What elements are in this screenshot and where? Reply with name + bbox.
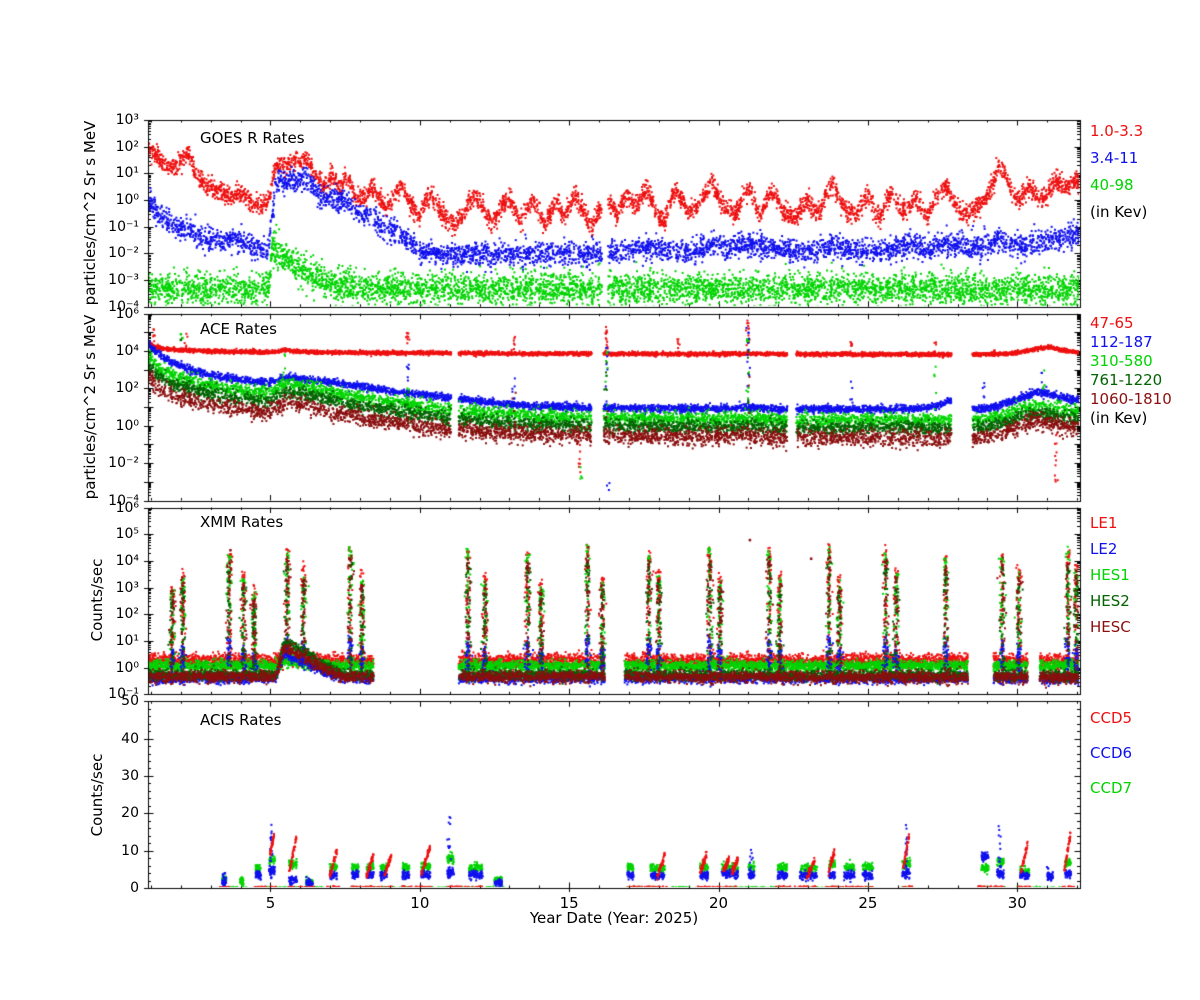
- legend-item-xmm-HESC: HESC: [1090, 618, 1131, 636]
- y-tick-label-goes: 10⁻³: [108, 272, 139, 289]
- legend-item-xmm-HES1: HES1: [1090, 566, 1130, 584]
- legend-item-xmm-HES2: HES2: [1090, 592, 1130, 610]
- y-tick-label-xmm: 10⁰: [115, 659, 139, 676]
- legend-item-ace-112-187: 112-187: [1090, 333, 1153, 351]
- x-tick-label: 20: [709, 894, 729, 912]
- panel-title-goes: GOES R Rates: [200, 129, 305, 147]
- y-tick-label-xmm: 10⁵: [115, 526, 139, 543]
- y-tick-label-goes: 10¹: [115, 165, 139, 182]
- x-tick-label: 25: [858, 894, 878, 912]
- x-tick-label: 15: [559, 894, 579, 912]
- y-tick-label-xmm: 10⁴: [115, 552, 139, 569]
- y-tick-label-ace: 10²: [115, 380, 139, 397]
- y-tick-label-xmm: 10¹: [115, 632, 139, 649]
- legend-item-ace-(in Kev): (in Kev): [1090, 409, 1148, 427]
- y-tick-label-xmm: 10⁻¹: [108, 686, 139, 703]
- y-tick-label-xmm: 10³: [115, 579, 139, 596]
- legend-item-xmm-LE2: LE2: [1090, 540, 1118, 558]
- y-axis-label-acis: Counts/sec: [88, 753, 106, 837]
- y-tick-label-ace: 10⁻²: [108, 455, 139, 472]
- panel-title-acis: ACIS Rates: [200, 711, 282, 729]
- y-tick-label-goes: 10⁻²: [108, 245, 139, 262]
- legend-item-acis-CCD6: CCD6: [1090, 744, 1133, 762]
- legend-item-ace-310-580: 310-580: [1090, 352, 1153, 370]
- y-tick-label-acis: 20: [121, 805, 139, 822]
- y-tick-label-acis: 40: [121, 730, 139, 747]
- legend-item-goes-1.0-3.3: 1.0-3.3: [1090, 122, 1144, 140]
- y-tick-label-ace: 10⁴: [115, 343, 139, 360]
- legend-item-acis-CCD7: CCD7: [1090, 779, 1133, 797]
- y-tick-label-goes: 10²: [115, 138, 139, 155]
- x-tick-label: 30: [1007, 894, 1027, 912]
- legend-item-ace-761-1220: 761-1220: [1090, 371, 1163, 389]
- y-tick-label-ace: 10⁰: [115, 417, 139, 434]
- y-tick-label-goes: 10⁻⁴: [108, 298, 139, 315]
- y-tick-label-goes: 10³: [115, 112, 139, 128]
- panel-title-xmm: XMM Rates: [200, 513, 284, 531]
- y-tick-label-acis: 50: [121, 693, 139, 710]
- y-tick-label-goes: 10⁻¹: [108, 218, 139, 235]
- y-tick-label-ace: 10⁻⁴: [108, 492, 139, 509]
- y-tick-label-acis: 0: [130, 880, 139, 896]
- legend-item-acis-CCD5: CCD5: [1090, 709, 1133, 727]
- x-tick-label: 5: [265, 894, 276, 912]
- legend-item-goes-3.4-11: 3.4-11: [1090, 149, 1139, 167]
- y-tick-label-xmm: 10⁶: [115, 499, 139, 516]
- x-tick-label: 10: [410, 894, 430, 912]
- legend-item-goes-(in Kev): (in Kev): [1090, 203, 1148, 221]
- legend-item-ace-1060-1810: 1060-1810: [1090, 390, 1172, 408]
- legend-item-ace-47-65: 47-65: [1090, 314, 1134, 332]
- y-tick-label-acis: 10: [121, 842, 139, 859]
- y-tick-label-xmm: 10²: [115, 606, 139, 623]
- legend-item-xmm-LE1: LE1: [1090, 514, 1118, 532]
- x-axis-label: Year Date (Year: 2025): [529, 909, 699, 927]
- y-tick-label-goes: 10⁰: [115, 192, 139, 209]
- panel-title-ace: ACE Rates: [200, 320, 277, 338]
- y-tick-label-ace: 10⁶: [115, 305, 139, 322]
- y-axis-label-xmm: Counts/sec: [88, 558, 106, 642]
- legend-item-goes-40-98: 40-98: [1090, 176, 1134, 194]
- y-tick-label-acis: 30: [121, 767, 139, 784]
